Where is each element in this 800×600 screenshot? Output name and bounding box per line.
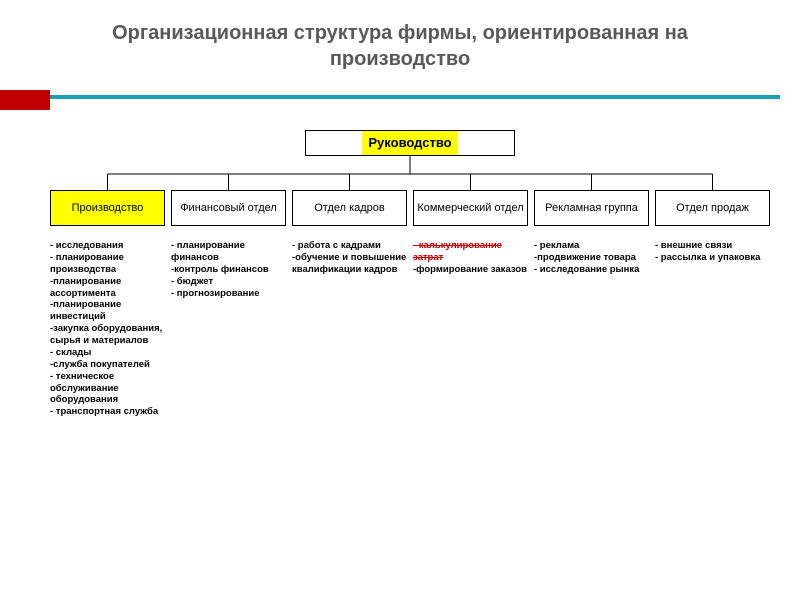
- list-item: -обучение и повышение квалификации кадро…: [292, 252, 407, 276]
- list-item: -формирование заказов: [413, 264, 528, 276]
- list-item: -планирование инвестиций: [50, 299, 165, 323]
- list-item: -служба покупателей: [50, 359, 165, 371]
- items-row: - исследования- планирование производств…: [50, 240, 770, 418]
- department-label: Рекламная группа: [545, 202, 638, 214]
- accent-line-cyan: [50, 95, 780, 99]
- department-box: Отдел кадров: [292, 190, 407, 226]
- list-item: - планирование финансов: [171, 240, 286, 264]
- slide-title: Организационная структура фирмы, ориенти…: [0, 0, 800, 82]
- department-items: - исследования- планирование производств…: [50, 240, 165, 418]
- department-box: Финансовый отдел: [171, 190, 286, 226]
- department-box: Производство: [50, 190, 165, 226]
- department-items: - планирование финансов-контроль финансо…: [171, 240, 286, 418]
- root-node: Руководство: [305, 130, 515, 156]
- list-item: - склады: [50, 347, 165, 359]
- list-item: -продвижение товара: [534, 252, 649, 264]
- list-item: - транспортная служба: [50, 406, 165, 418]
- department-label: Отдел кадров: [314, 202, 385, 214]
- list-item: -планирование ассортимента: [50, 276, 165, 300]
- department-box: Отдел продаж: [655, 190, 770, 226]
- department-items: - реклама-продвижение товара- исследован…: [534, 240, 649, 418]
- department-items: - работа с кадрами-обучение и повышение …: [292, 240, 407, 418]
- department-row: Производство Финансовый отдел Отдел кадров…: [50, 190, 770, 226]
- list-item: - калькулирование затрат: [413, 240, 528, 264]
- list-item: -закупка оборудования, сырья и материало…: [50, 323, 165, 347]
- root-label: Руководство: [362, 131, 457, 155]
- department-label: Отдел продаж: [676, 202, 749, 214]
- list-item: - исследование рынка: [534, 264, 649, 276]
- department-box: Коммерческий отдел: [413, 190, 528, 226]
- list-item: - планирование производства: [50, 252, 165, 276]
- list-item: -контроль финансов: [171, 264, 286, 276]
- list-item: - исследования: [50, 240, 165, 252]
- department-box: Рекламная группа: [534, 190, 649, 226]
- list-item: - прогнозирование: [171, 288, 286, 300]
- list-item: - реклама: [534, 240, 649, 252]
- department-label: Коммерческий отдел: [417, 202, 523, 214]
- department-label: Финансовый отдел: [180, 202, 277, 214]
- department-items: - калькулирование затрат-формирование за…: [413, 240, 528, 418]
- list-item: - работа с кадрами: [292, 240, 407, 252]
- accent-bar-red: [0, 90, 50, 110]
- org-chart: Руководство Производство Финансовый отдел…: [50, 130, 770, 580]
- list-item: - бюджет: [171, 276, 286, 288]
- list-item: - рассылка и упаковка: [655, 252, 770, 264]
- list-item: - техническое обслуживание оборудования: [50, 371, 165, 407]
- list-item: - внешние связи: [655, 240, 770, 252]
- department-items: - внешние связи- рассылка и упаковка: [655, 240, 770, 418]
- department-label: Производство: [72, 202, 144, 214]
